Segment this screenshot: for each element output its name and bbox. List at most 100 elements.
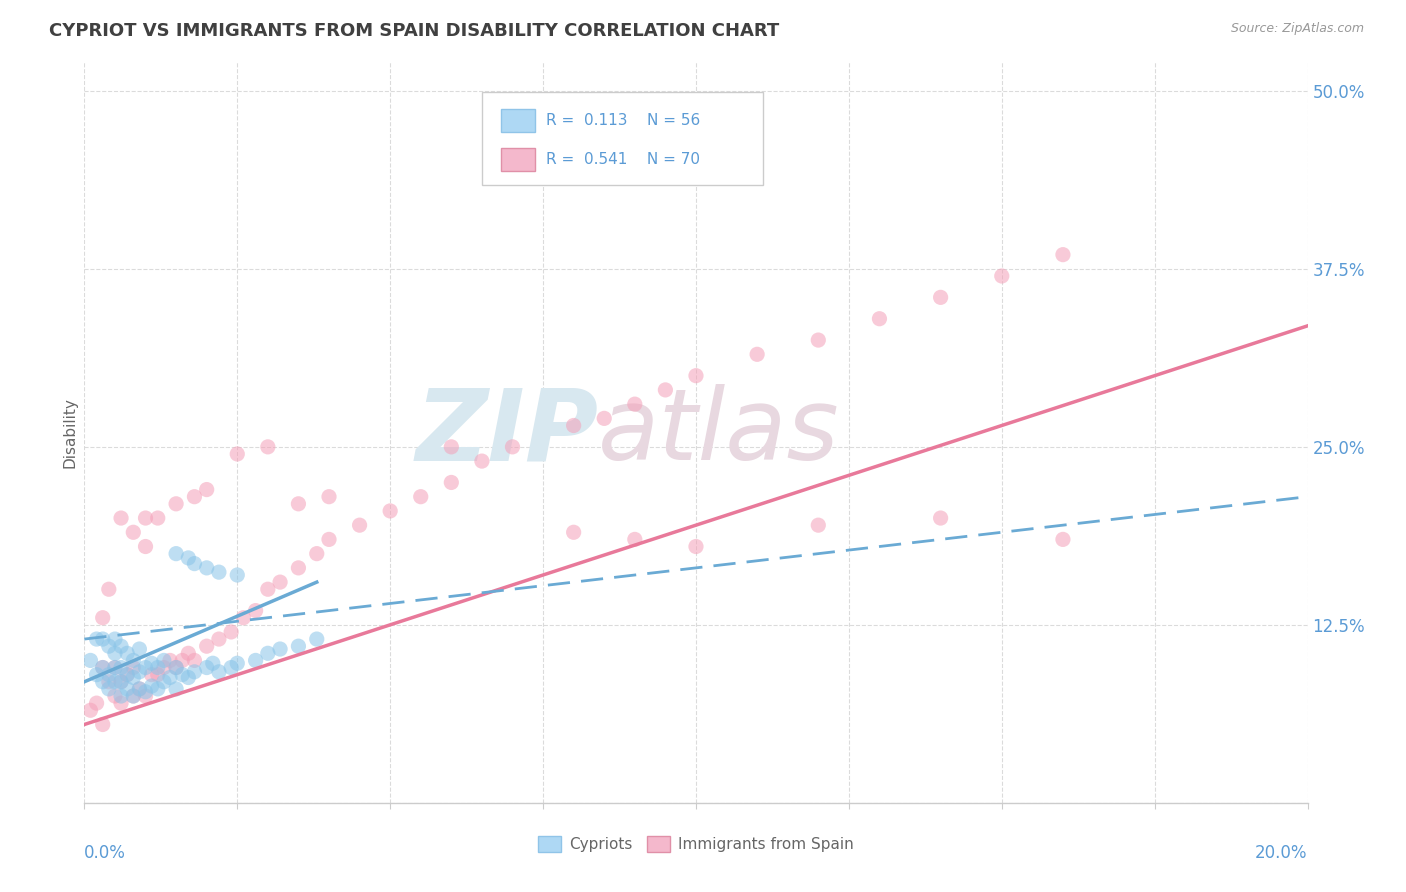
Point: [91, 610, 114, 624]
Point: [128, 642, 150, 657]
Point: [183, 490, 205, 504]
Point: [195, 639, 218, 653]
Point: [1052, 247, 1074, 261]
Point: [104, 674, 127, 689]
Point: [135, 660, 157, 674]
Point: [172, 667, 194, 681]
Point: [245, 604, 267, 618]
Point: [232, 610, 254, 624]
Point: [97, 674, 120, 689]
Point: [807, 333, 830, 347]
Point: [153, 674, 176, 689]
Text: 0.0%: 0.0%: [84, 844, 127, 862]
Point: [1052, 533, 1074, 547]
Point: [146, 511, 169, 525]
Point: [141, 667, 163, 681]
Point: [128, 665, 150, 679]
Point: [135, 689, 157, 703]
Point: [165, 681, 187, 696]
Point: [141, 657, 163, 671]
Point: [91, 660, 114, 674]
Point: [349, 518, 371, 533]
Point: [318, 490, 340, 504]
Point: [115, 646, 138, 660]
Point: [91, 632, 114, 646]
Point: [110, 689, 132, 703]
Point: [122, 689, 145, 703]
Point: [122, 660, 145, 674]
Text: R =  0.541    N = 70: R = 0.541 N = 70: [546, 152, 700, 167]
Point: [146, 667, 169, 681]
Point: [287, 561, 309, 575]
Point: [195, 660, 218, 674]
Point: [165, 547, 187, 561]
FancyBboxPatch shape: [482, 92, 763, 185]
Point: [122, 653, 145, 667]
Text: 20.0%: 20.0%: [1256, 844, 1308, 862]
Point: [562, 418, 585, 433]
Point: [219, 624, 242, 639]
Point: [135, 511, 157, 525]
Point: [97, 639, 120, 653]
Point: [183, 653, 205, 667]
Point: [305, 547, 328, 561]
Point: [115, 681, 138, 696]
Point: [135, 540, 157, 554]
Point: [97, 681, 120, 696]
Point: [226, 447, 249, 461]
Point: [245, 653, 267, 667]
Point: [104, 632, 127, 646]
Point: [257, 646, 280, 660]
Legend: Cypriots, Immigrants from Spain: Cypriots, Immigrants from Spain: [531, 830, 860, 858]
Point: [624, 533, 647, 547]
Point: [654, 383, 676, 397]
Point: [153, 660, 176, 674]
Point: [141, 679, 163, 693]
FancyBboxPatch shape: [502, 148, 534, 171]
Point: [685, 368, 707, 383]
Point: [165, 497, 187, 511]
Point: [104, 660, 127, 674]
Text: R =  0.113    N = 56: R = 0.113 N = 56: [546, 113, 700, 128]
Point: [110, 660, 132, 674]
Point: [159, 671, 181, 685]
Text: CYPRIOT VS IMMIGRANTS FROM SPAIN DISABILITY CORRELATION CHART: CYPRIOT VS IMMIGRANTS FROM SPAIN DISABIL…: [49, 22, 779, 40]
Point: [929, 290, 952, 304]
Point: [172, 653, 194, 667]
Text: ZIP: ZIP: [415, 384, 598, 481]
Point: [747, 347, 769, 361]
Point: [269, 575, 291, 590]
Point: [183, 557, 205, 571]
Point: [305, 632, 328, 646]
Point: [104, 660, 127, 674]
Point: [208, 565, 231, 579]
Y-axis label: Disability: Disability: [62, 397, 77, 468]
Point: [807, 518, 830, 533]
Point: [177, 646, 200, 660]
Point: [409, 490, 432, 504]
Point: [110, 674, 132, 689]
Point: [195, 561, 218, 575]
Point: [97, 667, 120, 681]
Point: [257, 440, 280, 454]
Point: [208, 665, 231, 679]
Point: [440, 475, 463, 490]
Point: [122, 689, 145, 703]
Point: [269, 642, 291, 657]
Point: [869, 311, 891, 326]
Point: [177, 671, 200, 685]
Point: [104, 646, 127, 660]
Point: [97, 582, 120, 597]
Point: [183, 665, 205, 679]
Point: [122, 525, 145, 540]
Point: [226, 568, 249, 582]
Point: [110, 511, 132, 525]
Point: [110, 674, 132, 689]
Point: [685, 540, 707, 554]
Point: [257, 582, 280, 597]
Point: [226, 657, 249, 671]
Point: [86, 696, 108, 710]
Point: [195, 483, 218, 497]
Point: [165, 660, 187, 674]
Point: [287, 639, 309, 653]
